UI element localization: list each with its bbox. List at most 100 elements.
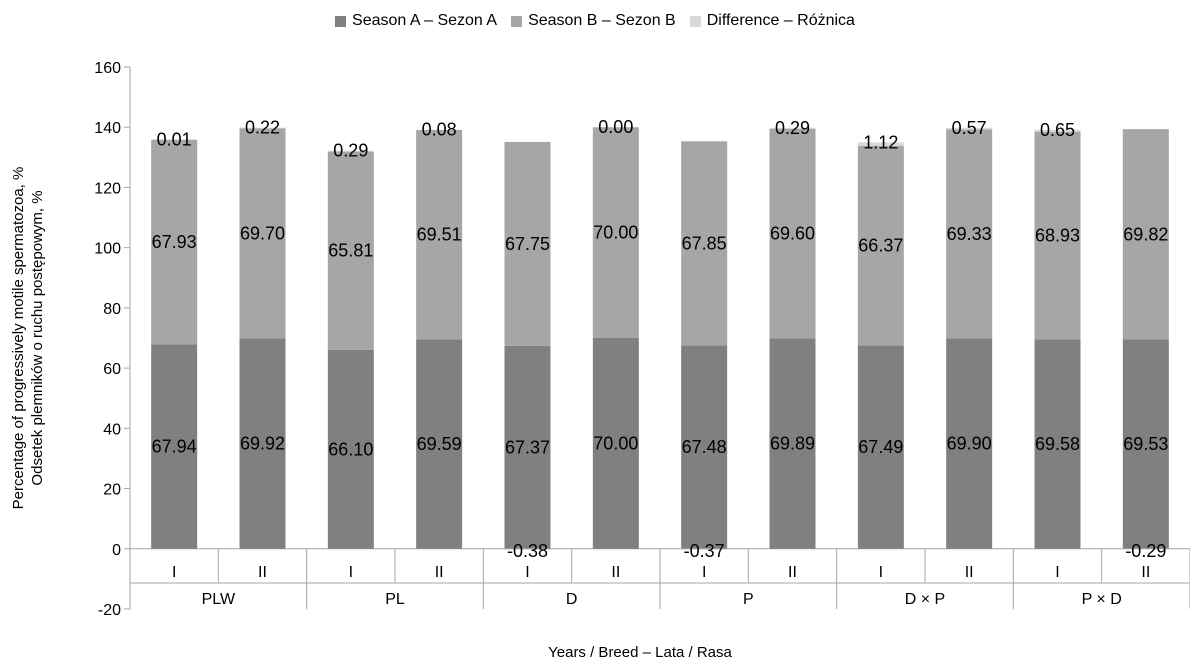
x-axis-title: Years / Breed – Lata / Rasa — [548, 644, 732, 659]
category-label: II — [258, 564, 267, 581]
y-tick-label: 120 — [94, 180, 121, 197]
bar-segment — [769, 127, 816, 129]
data-label: 67.93 — [152, 232, 197, 252]
category-label: II — [435, 564, 444, 581]
bar-segment — [946, 338, 993, 549]
group-label: P × D — [1082, 591, 1122, 608]
y-tick-label: 80 — [103, 301, 121, 318]
y-tick-label: 40 — [103, 421, 121, 438]
y-tick-label: 140 — [94, 120, 121, 137]
legend-swatch — [511, 15, 523, 27]
data-label: 70.00 — [593, 223, 638, 243]
data-label: 66.37 — [858, 236, 903, 256]
data-label: -0.38 — [507, 541, 548, 561]
bar-segment — [416, 129, 463, 340]
bar-segment — [857, 145, 904, 346]
data-label: 69.51 — [417, 225, 462, 245]
data-label: 67.37 — [505, 437, 550, 457]
bar-segment — [769, 128, 816, 339]
legend-item: Season A – Sezon A — [335, 12, 497, 30]
bar-segment — [151, 344, 198, 549]
data-label: -0.37 — [684, 541, 725, 561]
bar-segment — [1122, 339, 1169, 549]
category-label: I — [702, 564, 706, 581]
category-label: I — [879, 564, 883, 581]
legend-item: Difference – Różnica — [689, 12, 855, 30]
bar-segment — [857, 345, 904, 549]
data-label: -0.29 — [1125, 541, 1166, 561]
data-label: 0.65 — [1040, 120, 1075, 140]
data-label: 68.93 — [1035, 225, 1080, 245]
y-tick-label: 0 — [112, 542, 121, 559]
data-label: 69.89 — [770, 434, 815, 454]
data-label: 69.70 — [240, 223, 285, 243]
data-label: 70.00 — [593, 433, 638, 453]
bar-segment — [327, 150, 374, 152]
bar-segment — [1122, 548, 1169, 550]
legend-item: Season B – Sezon B — [511, 12, 676, 30]
legend-label: Difference – Różnica — [706, 12, 855, 29]
data-label: 1.12 — [863, 132, 898, 152]
y-tick-label: 160 — [94, 60, 121, 77]
bar-segment — [239, 128, 286, 339]
group-label: D — [566, 591, 578, 608]
category-label: II — [611, 564, 620, 581]
data-label: 69.58 — [1035, 434, 1080, 454]
data-label: 0.00 — [598, 117, 633, 137]
legend-label: Season A – Sezon A — [352, 12, 498, 29]
y-axis-title-line1: Percentage of progressively motile sperm… — [10, 167, 27, 510]
data-label: 0.29 — [333, 141, 368, 161]
group-label: D × P — [905, 591, 945, 608]
y-tick-label: -20 — [98, 602, 121, 619]
bar-segment — [592, 127, 639, 338]
bar-segment — [504, 345, 551, 549]
data-label: 69.60 — [770, 224, 815, 244]
data-label: 69.90 — [947, 434, 992, 454]
bar-segment — [327, 151, 374, 350]
bar-segment — [769, 338, 816, 549]
bar-segment — [327, 349, 374, 549]
data-label: 0.29 — [775, 118, 810, 138]
legend-swatch — [689, 15, 701, 27]
bar-segment — [416, 339, 463, 549]
category-label: II — [788, 564, 797, 581]
bar-segment — [239, 127, 286, 129]
y-tick-label: 100 — [94, 241, 121, 258]
bar-segment — [1122, 129, 1169, 340]
category-label: II — [965, 564, 974, 581]
bar-segment — [946, 129, 993, 339]
category-label: I — [1055, 564, 1059, 581]
data-label: 67.49 — [858, 437, 903, 457]
data-label: 0.57 — [952, 118, 987, 138]
bar-segment — [681, 345, 728, 549]
bar-segment — [592, 338, 639, 549]
bar-segment — [1034, 129, 1081, 132]
data-label: 69.59 — [417, 434, 462, 454]
category-label: I — [349, 564, 353, 581]
data-label: 69.33 — [947, 224, 992, 244]
bar-segment — [681, 141, 728, 346]
group-label: PL — [385, 591, 405, 608]
bar-segment — [681, 548, 728, 550]
data-label: 67.85 — [682, 233, 727, 253]
y-axis-title-line2: Odsetek plemników o ruchu postępowym, % — [29, 190, 46, 485]
data-label: 67.48 — [682, 437, 727, 457]
data-label: 67.94 — [152, 436, 197, 456]
data-label: 69.92 — [240, 434, 285, 454]
bar-segment — [857, 142, 904, 146]
data-label: 67.75 — [505, 234, 550, 254]
legend-label: Season B – Sezon B — [528, 12, 676, 29]
data-label: 0.01 — [157, 130, 192, 150]
data-label: 0.08 — [422, 120, 457, 140]
data-label: 69.53 — [1123, 434, 1168, 454]
bar-segment — [1034, 339, 1081, 549]
bar-segment — [946, 127, 993, 130]
bar-segment — [504, 548, 551, 550]
group-label: P — [743, 591, 754, 608]
bar-segment — [504, 141, 551, 346]
bar-segment — [151, 139, 198, 345]
category-label: I — [525, 564, 529, 581]
y-tick-label: 20 — [103, 482, 121, 499]
bar-segment — [239, 338, 286, 549]
